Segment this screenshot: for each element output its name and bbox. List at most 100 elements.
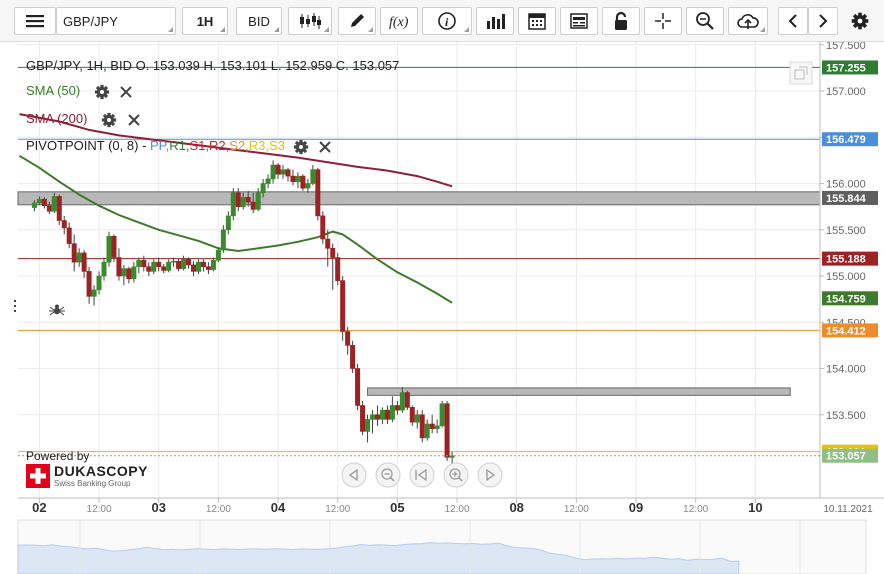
candle[interactable] <box>280 165 286 179</box>
crosshair-button[interactable] <box>644 7 682 35</box>
candle[interactable] <box>181 255 187 271</box>
candle[interactable] <box>71 234 77 272</box>
candle[interactable] <box>106 231 112 267</box>
candle[interactable] <box>41 197 47 209</box>
candle[interactable] <box>61 215 67 235</box>
candle[interactable] <box>429 414 435 434</box>
chart-type-button[interactable] <box>288 7 332 35</box>
calendar-button[interactable] <box>518 7 556 35</box>
candle[interactable] <box>384 405 390 425</box>
symbol-selector[interactable]: GBP/JPY <box>56 7 176 35</box>
candle[interactable] <box>389 396 395 423</box>
candle[interactable] <box>161 263 167 274</box>
candle[interactable] <box>449 451 455 465</box>
candle[interactable] <box>96 271 102 295</box>
settings-button[interactable] <box>844 7 876 35</box>
candle[interactable] <box>290 169 296 186</box>
timeframe-selector[interactable]: 1H <box>182 7 228 35</box>
left-edge-handle[interactable] <box>14 300 16 312</box>
candle[interactable] <box>101 257 107 281</box>
candle[interactable] <box>220 225 226 253</box>
candle[interactable] <box>225 211 231 235</box>
candle[interactable] <box>325 229 331 267</box>
info-button[interactable]: i <box>422 7 472 35</box>
candle[interactable] <box>404 390 410 411</box>
candle[interactable] <box>419 410 425 443</box>
price-type-selector[interactable]: BID <box>236 7 282 35</box>
candle[interactable] <box>245 190 251 207</box>
price-axis[interactable] <box>820 42 884 498</box>
candle[interactable] <box>444 400 450 462</box>
candle[interactable] <box>320 211 326 244</box>
scroll-right-button[interactable] <box>808 7 838 35</box>
close-icon[interactable] <box>119 85 133 99</box>
candle[interactable] <box>310 165 316 186</box>
candle[interactable] <box>260 178 266 198</box>
gray-zone[interactable] <box>367 387 791 396</box>
candle[interactable] <box>365 414 371 443</box>
candle[interactable] <box>210 257 216 272</box>
indicators-button[interactable]: f(x) <box>380 7 418 35</box>
candle[interactable] <box>126 266 132 284</box>
candle[interactable] <box>205 262 211 275</box>
candle[interactable] <box>121 264 127 286</box>
candle[interactable] <box>424 419 430 441</box>
candle[interactable] <box>270 160 276 184</box>
close-icon[interactable] <box>318 140 332 154</box>
scroll-back-button[interactable] <box>341 462 367 488</box>
maximize-icon[interactable] <box>789 61 813 85</box>
candle[interactable] <box>394 400 400 415</box>
candle[interactable] <box>379 407 385 425</box>
candle[interactable] <box>195 259 201 275</box>
candle[interactable] <box>355 363 361 411</box>
candle[interactable] <box>156 257 162 272</box>
menu-button[interactable] <box>14 7 56 35</box>
candle[interactable] <box>136 257 142 274</box>
candle[interactable] <box>240 192 246 210</box>
candle[interactable] <box>111 234 117 263</box>
zoom-out-button[interactable] <box>375 462 401 488</box>
scroll-forward-button[interactable] <box>477 462 503 488</box>
candle[interactable] <box>176 258 182 272</box>
gear-icon[interactable] <box>94 84 110 100</box>
lock-button[interactable] <box>602 7 640 35</box>
candle[interactable] <box>215 248 221 263</box>
candle[interactable] <box>186 257 192 269</box>
sma200-line[interactable] <box>19 113 453 188</box>
candle[interactable] <box>414 410 420 429</box>
candle[interactable] <box>335 252 341 286</box>
close-icon[interactable] <box>127 113 141 127</box>
drawing-tools-button[interactable] <box>338 7 376 35</box>
candle[interactable] <box>131 262 137 283</box>
candle[interactable] <box>51 192 57 214</box>
candle[interactable] <box>370 410 376 434</box>
reset-view-button[interactable] <box>409 462 435 488</box>
candle[interactable] <box>439 400 445 428</box>
candle[interactable] <box>46 202 52 215</box>
candle[interactable] <box>91 285 97 306</box>
candle[interactable] <box>350 340 356 374</box>
candle[interactable] <box>146 262 152 277</box>
scroll-left-button[interactable] <box>778 7 808 35</box>
candle[interactable] <box>66 222 72 249</box>
candle[interactable] <box>374 405 380 426</box>
candle[interactable] <box>255 188 261 212</box>
candle[interactable] <box>81 250 87 278</box>
candle[interactable] <box>315 167 321 221</box>
candle[interactable] <box>265 174 271 189</box>
candle[interactable] <box>56 194 62 226</box>
candle[interactable] <box>399 387 405 413</box>
candle[interactable] <box>305 178 311 193</box>
candle[interactable] <box>151 259 157 275</box>
candle[interactable] <box>235 188 241 212</box>
candle[interactable] <box>36 196 42 205</box>
time-axis[interactable] <box>0 498 884 520</box>
candle[interactable] <box>230 188 236 221</box>
navigator-panel[interactable] <box>17 519 867 574</box>
candle[interactable] <box>330 243 336 290</box>
candle[interactable] <box>200 259 206 272</box>
volume-button[interactable] <box>476 7 514 35</box>
candle[interactable] <box>166 259 172 273</box>
gray-zone[interactable] <box>17 191 821 206</box>
gear-icon[interactable] <box>293 139 309 155</box>
